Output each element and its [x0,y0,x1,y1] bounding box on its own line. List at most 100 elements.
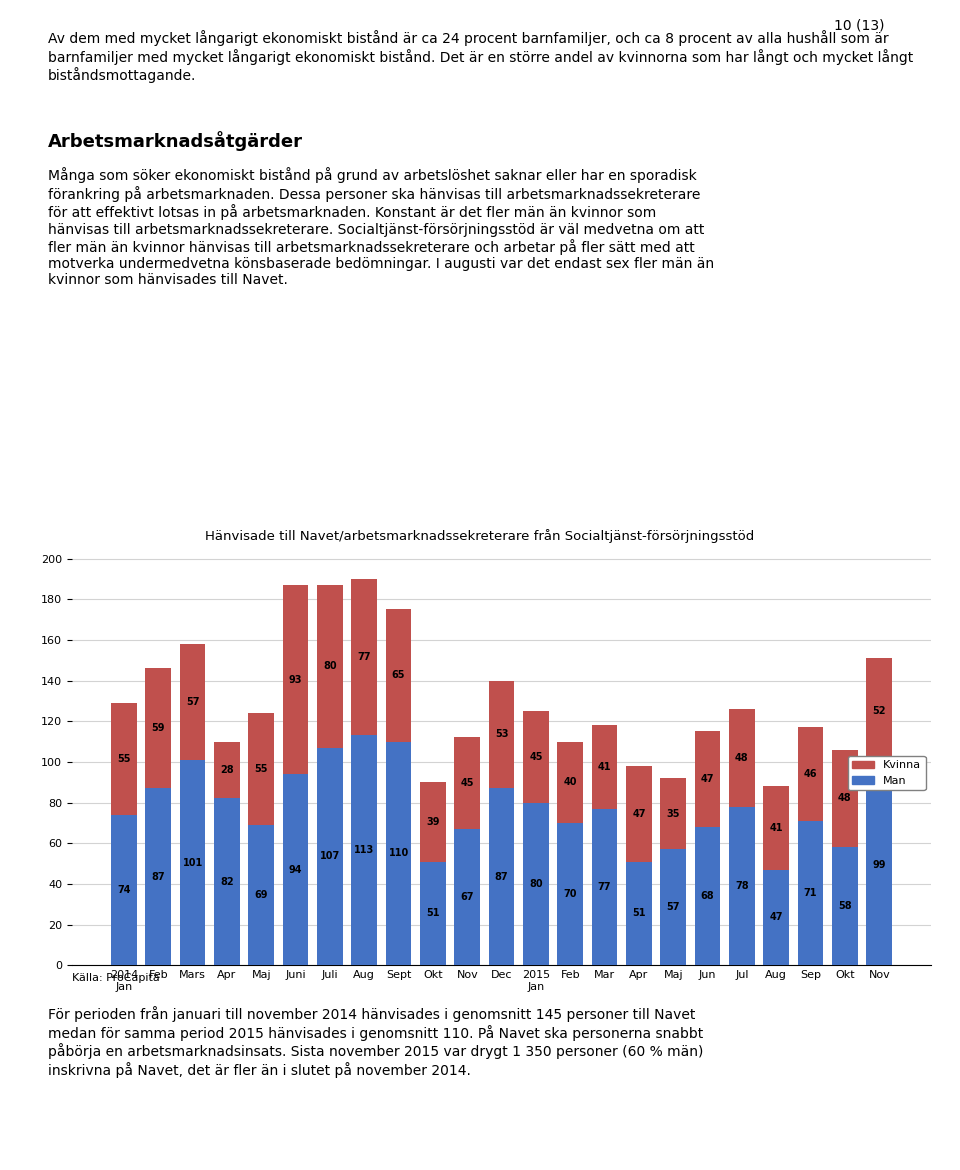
Text: 80: 80 [324,661,337,672]
Text: 94: 94 [289,865,302,875]
Text: 48: 48 [838,793,852,804]
Bar [591,725,617,808]
Bar [283,585,308,775]
Text: 52: 52 [873,706,886,716]
Bar [763,786,789,869]
Text: 80: 80 [529,879,542,889]
Bar [351,579,377,736]
Bar [489,681,515,789]
Text: 35: 35 [666,808,680,819]
Text: 74: 74 [117,885,131,895]
Bar [660,849,686,965]
Text: 71: 71 [804,888,817,899]
Bar [351,736,377,965]
Bar [249,713,275,825]
Bar [454,737,480,830]
Text: Av dem med mycket långarigt ekonomiskt bistånd är ca 24 procent barnfamiljer, oc: Av dem med mycket långarigt ekonomiskt b… [48,30,913,83]
Text: 87: 87 [152,872,165,882]
Bar [180,759,205,965]
Text: 28: 28 [220,765,233,775]
Bar [283,775,308,965]
Bar [866,659,892,764]
Text: 70: 70 [564,889,577,899]
Text: 57: 57 [666,902,680,913]
Text: 68: 68 [701,892,714,901]
Bar [695,731,720,827]
Text: 53: 53 [494,729,509,739]
Bar [214,798,240,965]
Bar [591,808,617,965]
Text: 46: 46 [804,769,817,779]
Bar [145,789,171,965]
Text: 77: 77 [598,882,612,892]
Text: 10 (13): 10 (13) [834,19,884,33]
Text: 110: 110 [389,848,409,859]
Legend: Kvinna, Man: Kvinna, Man [848,756,925,790]
Bar [523,803,549,965]
Bar [317,748,343,965]
Text: 40: 40 [564,777,577,787]
Bar [111,703,137,814]
Bar [763,869,789,965]
Text: 77: 77 [357,652,371,662]
Bar [832,847,858,965]
Text: 58: 58 [838,901,852,911]
Text: 48: 48 [735,752,749,763]
Text: 47: 47 [701,775,714,784]
Text: 41: 41 [770,823,783,833]
Bar [111,814,137,965]
Text: 41: 41 [598,762,612,772]
Bar [558,823,583,965]
Text: 67: 67 [461,893,474,902]
Text: 55: 55 [117,753,131,764]
Text: 93: 93 [289,675,302,684]
Bar [454,830,480,965]
Text: 113: 113 [354,846,374,855]
Text: 78: 78 [735,881,749,890]
Text: 65: 65 [392,670,405,681]
Bar [695,827,720,965]
Bar [420,861,445,965]
Text: 51: 51 [633,908,646,918]
Text: 57: 57 [186,697,200,707]
Text: 51: 51 [426,908,440,918]
Text: 99: 99 [873,860,886,869]
Text: 55: 55 [254,764,268,775]
Text: För perioden från januari till november 2014 hänvisades i genomsnitt 145 persone: För perioden från januari till november … [48,1006,704,1078]
Text: 59: 59 [152,723,165,734]
Bar [729,806,755,965]
Bar [660,778,686,849]
Text: 101: 101 [182,858,203,867]
Bar [832,750,858,847]
Text: 107: 107 [320,852,340,861]
Bar [798,728,824,821]
Bar [866,764,892,965]
Bar [420,783,445,861]
Bar [729,709,755,806]
Text: Hänvisade till Navet/arbetsmarknadssekreterare från Socialtjänst-försörjningsstö: Hänvisade till Navet/arbetsmarknadssekre… [205,529,755,543]
Bar [798,821,824,965]
Bar [145,668,171,789]
Text: 39: 39 [426,817,440,827]
Text: 45: 45 [461,778,474,789]
Bar [558,742,583,823]
Bar [214,742,240,798]
Text: Arbetsmarknadsåtgärder: Arbetsmarknadsåtgärder [48,131,303,151]
Bar [317,585,343,748]
Text: 87: 87 [494,872,509,882]
Text: Källa: ProCapita: Källa: ProCapita [72,973,159,984]
Text: 69: 69 [254,890,268,900]
Text: Många som söker ekonomiskt bistånd på grund av arbetslöshet saknar eller har en : Många som söker ekonomiskt bistånd på gr… [48,167,714,288]
Bar [180,644,205,759]
Bar [626,766,652,861]
Text: 82: 82 [220,876,233,887]
Bar [523,711,549,803]
Bar [386,742,412,965]
Bar [386,610,412,742]
Text: 47: 47 [770,913,783,922]
Bar [249,825,275,965]
Text: 45: 45 [529,752,542,762]
Text: 47: 47 [633,808,646,819]
Bar [489,789,515,965]
Bar [626,861,652,965]
